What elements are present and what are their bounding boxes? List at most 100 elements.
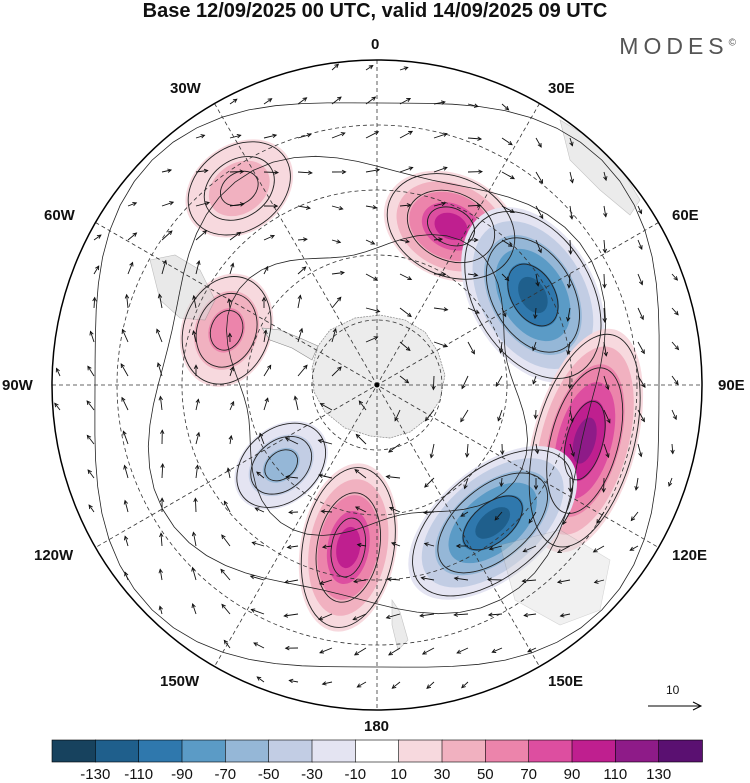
wind-arrow xyxy=(488,545,503,551)
wind-arrow xyxy=(123,464,129,479)
wind-arrow xyxy=(194,464,200,479)
wind-arrow xyxy=(603,205,608,218)
wind-arrow xyxy=(285,474,299,480)
streamline xyxy=(528,333,641,548)
anomaly-contour xyxy=(518,276,548,314)
new-zealand-landmass xyxy=(391,599,409,651)
wind-arrow xyxy=(603,341,608,357)
lon-label-120e: 120E xyxy=(672,547,708,564)
wind-arrow xyxy=(637,205,643,215)
wind-arrow xyxy=(331,366,342,377)
wind-arrow xyxy=(297,364,308,377)
wind-vectors xyxy=(54,63,680,689)
wind-arrow xyxy=(195,260,201,275)
wind-arrow xyxy=(569,137,574,147)
wind-arrow xyxy=(453,576,469,581)
wind-arrow xyxy=(455,543,468,549)
wind-arrow xyxy=(86,434,95,445)
wind-arrow xyxy=(467,272,479,278)
antarctica-landmass xyxy=(311,314,446,439)
wind-arrow xyxy=(284,437,299,445)
wind-arrow xyxy=(120,363,129,377)
wind-arrow xyxy=(283,613,299,618)
wind-arrow xyxy=(601,477,606,493)
wind-arrow xyxy=(318,473,333,479)
wind-arrow xyxy=(629,545,639,551)
wind-arrow xyxy=(192,294,197,309)
wind-arrow xyxy=(433,201,447,207)
wind-arrow xyxy=(227,332,233,343)
colorbar-tick-label: -130 xyxy=(80,766,111,783)
wind-arrow xyxy=(399,273,413,281)
wind-arrow xyxy=(127,261,134,275)
wind-arrow xyxy=(463,477,469,490)
wind-arrow xyxy=(158,395,163,411)
colorbar-tick-label: 30 xyxy=(433,766,451,783)
wind-arrow xyxy=(321,544,333,549)
wind-arrow xyxy=(433,132,448,139)
wind-arrow xyxy=(288,678,299,684)
wind-arrow xyxy=(191,603,197,615)
wind-arrow xyxy=(391,681,401,689)
wind-arrow xyxy=(527,647,537,653)
wind-arrow xyxy=(263,98,273,105)
wind-arrow xyxy=(89,330,95,343)
wind-arrow xyxy=(637,273,644,286)
wind-arrow xyxy=(637,239,643,251)
lon-label-150w: 150W xyxy=(160,673,200,690)
wind-arrow xyxy=(195,398,200,411)
wind-arrow xyxy=(88,504,95,513)
colorbar xyxy=(51,739,703,763)
wind-arrow xyxy=(388,506,401,513)
wind-arrow xyxy=(491,647,503,653)
wind-arrow xyxy=(93,265,100,275)
wind-arrow xyxy=(331,270,345,276)
wind-arrow xyxy=(191,566,197,581)
colorbar-swatch xyxy=(355,739,400,763)
wind-arrow xyxy=(637,375,646,389)
map-border xyxy=(51,59,703,711)
colorbar-tick-label: 90 xyxy=(563,766,581,783)
wind-arrow xyxy=(637,443,643,458)
wind-arrow xyxy=(420,576,435,581)
wind-arrow xyxy=(221,534,231,547)
wind-arrow xyxy=(500,443,505,456)
wind-arrow xyxy=(634,477,639,491)
streamline xyxy=(203,156,275,221)
wind-arrow xyxy=(251,541,265,547)
wind-arrow xyxy=(229,169,245,174)
lon-label-30e: 30E xyxy=(548,80,575,97)
wind-arrow xyxy=(365,239,376,245)
wind-arrow xyxy=(528,511,537,524)
anomaly-blob xyxy=(408,446,578,600)
wind-arrow xyxy=(249,574,265,581)
wind-arrow xyxy=(557,545,571,553)
colorbar-swatch xyxy=(268,739,313,763)
wind-arrow xyxy=(535,273,540,287)
wind-arrow xyxy=(433,307,449,312)
wind-arrow xyxy=(535,205,544,220)
wind-arrow xyxy=(497,409,503,422)
wind-arrow xyxy=(494,511,503,521)
wind-arrow xyxy=(671,307,679,316)
wind-arrow xyxy=(386,577,401,582)
streamline xyxy=(181,276,272,385)
colorbar-swatch xyxy=(51,739,97,763)
wind-arrow xyxy=(354,468,367,479)
wind-arrow xyxy=(501,137,513,146)
wind-arrow xyxy=(284,579,299,584)
streamline xyxy=(330,517,367,578)
wind-arrow xyxy=(532,341,537,352)
wind-arrow xyxy=(433,272,447,277)
colorbar-tick-label: -90 xyxy=(171,766,193,783)
wind-arrow xyxy=(388,647,401,656)
wind-arrow xyxy=(534,443,540,455)
wind-arrow xyxy=(229,98,238,105)
wind-arrow xyxy=(429,443,435,459)
wind-arrow xyxy=(399,307,412,318)
wind-arrow xyxy=(297,266,307,275)
lon-label-120w: 120W xyxy=(34,547,74,564)
wind-arrow xyxy=(399,98,412,105)
wind-arrow xyxy=(331,132,346,139)
